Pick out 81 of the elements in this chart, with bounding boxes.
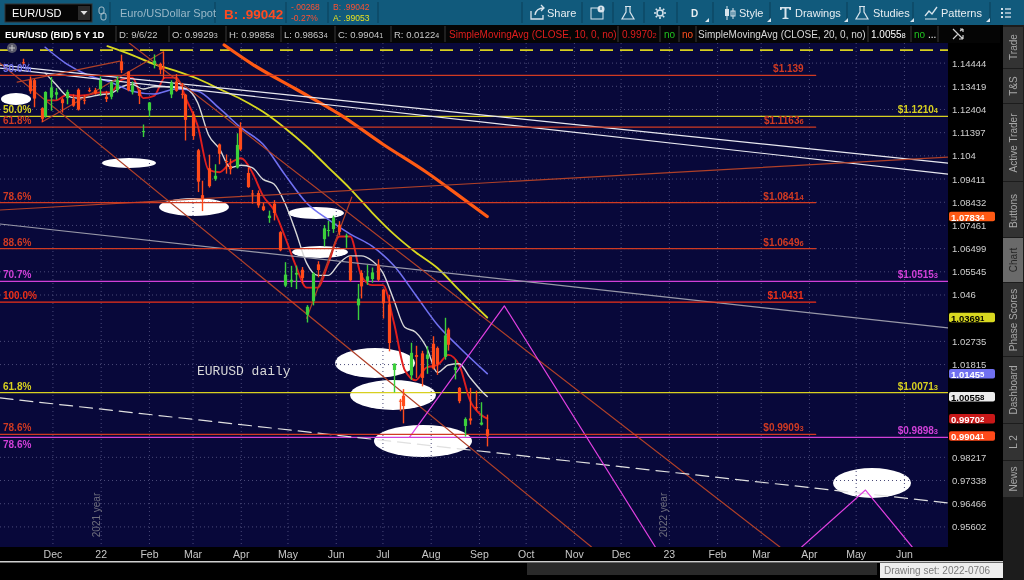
text: Share (547, 7, 577, 19)
y-tick-label: 1.046 (952, 289, 976, 301)
x-tick-label: Jun (327, 548, 345, 560)
data-label: $1.0431 (767, 290, 805, 302)
x-tick-label: Oct (517, 548, 535, 560)
text: Studies (873, 7, 911, 19)
text: A: .99053 (333, 13, 370, 23)
annotation: EURUSD daily (197, 364, 291, 379)
x-tick-label: 22 (95, 548, 108, 560)
annotation: 61.8% (3, 380, 32, 392)
text: D (690, 8, 699, 19)
y-tick-label: 1.12404 (952, 103, 987, 115)
annotation: 70.7% (3, 269, 32, 281)
text: Trade (1007, 33, 1019, 60)
text: no (682, 29, 694, 40)
x-tick-label: Mar (752, 548, 771, 560)
y-tick-label: 0.96466 (952, 498, 987, 510)
annotation: 88.6% (3, 236, 32, 248)
y-tick-label: 0.97338 (952, 475, 987, 487)
x-tick-label: Apr (801, 548, 819, 560)
annotation: 2022 year (657, 492, 669, 538)
x-tick-label: May (846, 548, 867, 560)
x-tick-label: Apr (233, 548, 250, 560)
annotation: 78.6% (3, 439, 32, 451)
y-tick-label: 1.13419 (952, 80, 987, 92)
text: Drawing set: 2022-0706 (884, 565, 991, 576)
text: -.00268 (291, 2, 321, 12)
annotation: 78.6% (3, 422, 32, 434)
x-tick-label: Sep (470, 548, 489, 560)
annotation: 100.0% (3, 290, 38, 302)
y-tick-label: 1.05545 (952, 266, 987, 278)
text: Dashboard (1007, 365, 1019, 415)
chart-title: EUR/USD (BID) 5 Y 1D (5, 29, 105, 40)
text: Phase Scores (1007, 288, 1019, 352)
annotation: 2021 year (90, 492, 102, 538)
x-tick-label: Mar (183, 548, 203, 560)
y-tick-label: 1.09411 (952, 173, 986, 185)
data-label: $1.139 (773, 63, 805, 75)
y-tick-label: 1.14444 (952, 57, 987, 69)
x-tick-label: Dec (611, 548, 631, 560)
x-tick-label: Jun (895, 548, 914, 560)
y-tick-label: 0.98217 (952, 451, 987, 463)
x-tick-label: Feb (140, 548, 159, 560)
y-tick-label: 1.104 (952, 150, 976, 162)
text: Euro/USDollar Spot (120, 7, 216, 19)
text: SimpleMovingAvg (CLOSE, 10, 0, no) (449, 29, 617, 40)
text: Drawings (795, 7, 842, 19)
text: T&S (1007, 75, 1019, 96)
x-tick-label: Feb (708, 548, 727, 560)
text: SimpleMovingAvg (CLOSE, 20, 0, no) (698, 29, 866, 40)
x-tick-label: 23 (663, 548, 676, 560)
text: Chart (1007, 247, 1019, 273)
y-tick-label: 1.08432 (952, 196, 987, 208)
text: -0.27% (291, 13, 319, 23)
x-tick-label: Dec (43, 548, 63, 560)
text: ... (928, 29, 937, 40)
text: D: 9/6/22 (119, 29, 158, 40)
text: no (914, 29, 926, 40)
text: B: .99042 (224, 7, 284, 22)
text: L 2 (1007, 434, 1019, 449)
x-tick-label: May (278, 548, 299, 560)
text: EUR/USD (12, 7, 62, 19)
text: B: .99042 (333, 2, 370, 12)
y-tick-label: 1.01815 (952, 359, 987, 371)
annotation: 78.6% (3, 190, 32, 202)
text: Style (739, 7, 764, 19)
y-tick-label: 1.02735 (952, 335, 987, 347)
annotation: 61.8% (3, 115, 32, 127)
text: News (1007, 466, 1019, 492)
x-tick-label: Aug (421, 548, 441, 560)
y-tick-label: 1.06499 (952, 243, 987, 255)
annotation: 50.0% (3, 63, 32, 75)
text: Active Trader (1007, 112, 1019, 173)
x-tick-label: Jul (376, 548, 390, 560)
y-tick-label: 1.11397 (952, 127, 986, 139)
x-tick-label: Nov (565, 548, 585, 560)
y-tick-label: 0.95602 (952, 521, 987, 533)
text: no (664, 29, 676, 40)
annotation: 50.0% (3, 104, 32, 116)
text: Patterns (941, 7, 983, 19)
text: Buttons (1007, 194, 1019, 228)
